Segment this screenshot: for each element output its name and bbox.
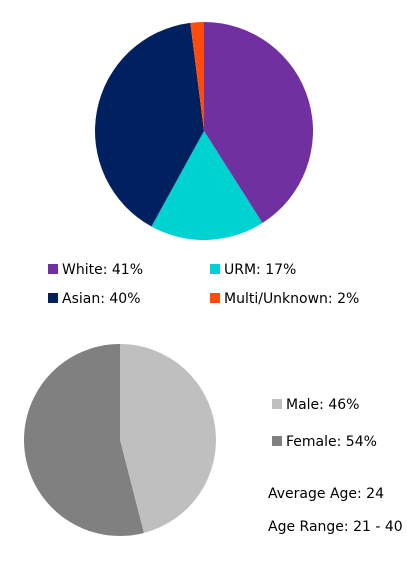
legend-swatch — [48, 293, 58, 303]
pie-slice — [151, 131, 263, 240]
legend-label: White: 41% — [62, 262, 143, 278]
pie-slice — [120, 343, 217, 533]
legend-swatch — [210, 264, 220, 274]
annotation: Age Range: 21 - 40 — [268, 519, 403, 535]
legend-label: Female: 54% — [286, 434, 377, 450]
legend-label: Asian: 40% — [62, 291, 141, 307]
legend-swatch — [272, 399, 282, 409]
legend-swatch — [210, 293, 220, 303]
legend-label: URM: 17% — [224, 262, 296, 278]
legend-swatch — [272, 436, 282, 446]
legend-label: Male: 46% — [286, 397, 359, 413]
pie-slice — [24, 344, 144, 536]
pie-slice — [94, 22, 204, 227]
pie-slice — [190, 22, 204, 131]
annotation: Average Age: 24 — [268, 486, 384, 502]
legend-label: Multi/Unknown: 2% — [224, 291, 359, 307]
pie-slice — [204, 22, 313, 224]
legend-swatch — [48, 264, 58, 274]
